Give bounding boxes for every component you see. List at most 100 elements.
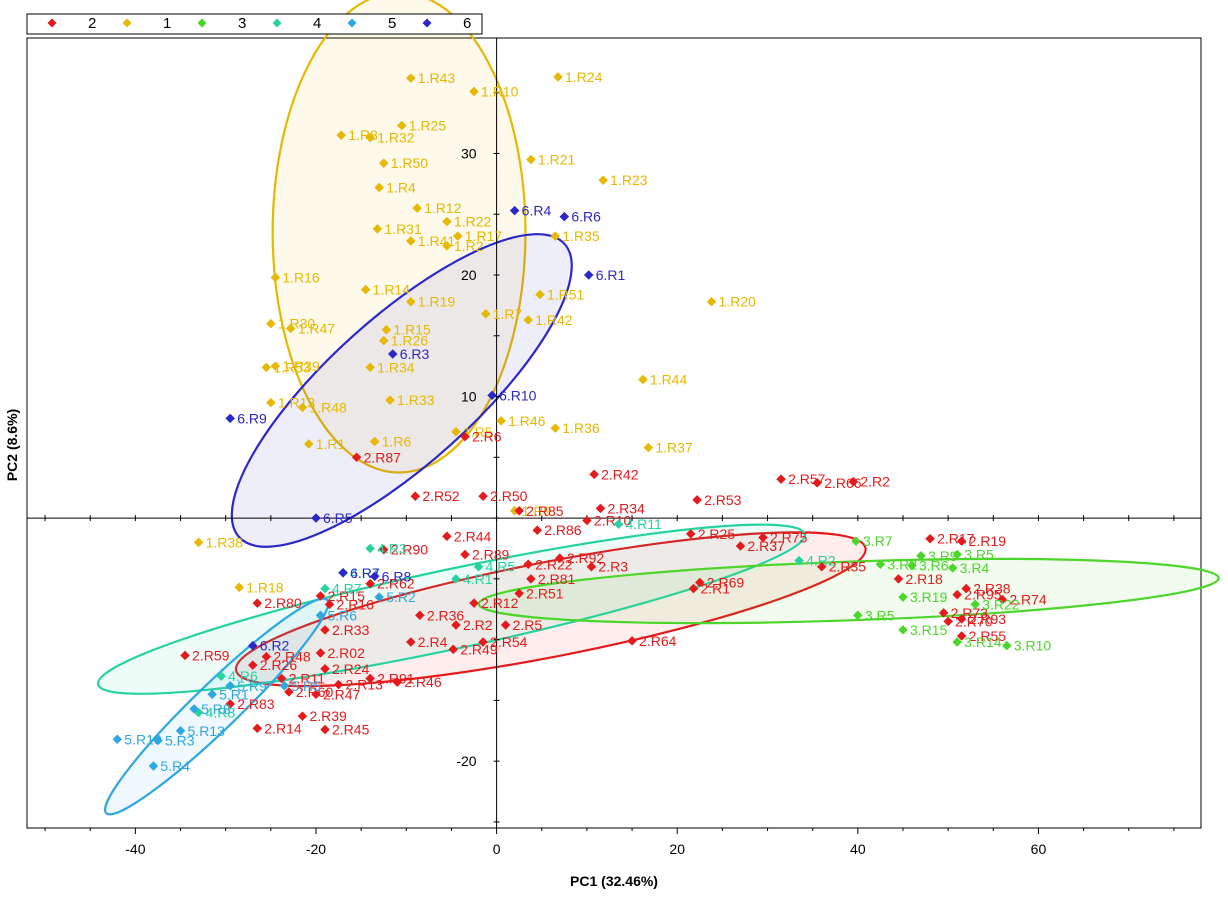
point-marker [442, 216, 452, 227]
point-label: 1.R37 [655, 440, 693, 456]
point-label: 1.R4 [386, 179, 416, 195]
point-label: 1.R47 [298, 320, 336, 336]
point-marker [938, 608, 949, 618]
point-marker [514, 588, 525, 599]
point-label: 5.R10 [124, 731, 162, 747]
point-label: 1.R50 [391, 155, 429, 171]
point-label: 5.R6 [328, 607, 358, 623]
y-axis-title: PC2 (8.6%) [4, 408, 20, 482]
point-marker [365, 543, 376, 554]
legend-label: 1 [163, 15, 171, 32]
point-label: 1.R19 [418, 294, 456, 310]
point-label: 1.R14 [373, 282, 411, 298]
point-marker [315, 591, 326, 601]
point-label: 2.R83 [237, 696, 275, 712]
point-marker [685, 529, 696, 539]
point-marker [189, 704, 199, 714]
point-label: 1.R35 [562, 228, 600, 244]
point-marker [706, 296, 717, 307]
point-label: 1.R39 [282, 358, 320, 374]
point-label: 4.R11 [626, 516, 663, 532]
point-marker [279, 680, 290, 691]
legend-box [26, 13, 483, 35]
point-label: 2.R48 [273, 649, 311, 665]
point-marker [311, 513, 321, 523]
point-marker [265, 397, 276, 408]
point-label: 1.R9 [522, 503, 552, 519]
point-label: 6.R9 [237, 410, 267, 426]
point-marker [175, 725, 186, 736]
point-marker [473, 561, 484, 572]
point-marker [153, 735, 163, 746]
point-marker [385, 395, 395, 406]
point-label: 5.R8 [201, 701, 231, 717]
point-label: 3.R6 [919, 557, 949, 573]
point-marker [451, 620, 461, 630]
point-marker [469, 598, 479, 609]
point-label: 5.R9 [237, 678, 267, 694]
point-label: 2.R34 [607, 500, 645, 516]
point-marker [365, 673, 376, 684]
point-label: 2.R53 [704, 492, 742, 508]
point-label: 2.R81 [538, 571, 576, 587]
point-marker [526, 573, 536, 584]
point-marker [598, 175, 609, 186]
point-marker [460, 549, 470, 560]
point-label: 2.R24 [332, 661, 370, 677]
point-label: 4.R2 [806, 553, 836, 569]
point-label: 2.R33 [332, 622, 370, 638]
point-marker [320, 724, 330, 735]
point-marker [392, 677, 403, 688]
point-marker [247, 660, 258, 670]
ellipse-group-5 [104, 597, 330, 816]
point-label: 2.R49 [460, 641, 498, 657]
plot-frame [26, 37, 1202, 829]
point-label: 2.R93 [969, 611, 1007, 627]
point-marker [381, 324, 392, 335]
point-marker [374, 182, 385, 193]
point-label: 2.R1 [700, 581, 730, 597]
point-marker [336, 130, 347, 141]
x-tick-label: 40 [850, 841, 866, 857]
point-label: 2.R15 [328, 588, 366, 604]
point-marker [688, 583, 699, 594]
point-marker [952, 549, 963, 560]
point-label: 2.R86 [544, 522, 582, 538]
point-label: 2.R80 [264, 595, 302, 611]
point-label: 2.R55 [969, 628, 1007, 644]
point-label: 1.R38 [206, 534, 244, 550]
point-label: 1.R17 [465, 228, 503, 244]
point-label: 6.R3 [400, 346, 430, 362]
point-marker [225, 699, 236, 709]
zero-axes [27, 38, 1201, 828]
point-marker [320, 663, 330, 674]
point-label: 3.R2 [887, 556, 917, 572]
x-tick-label: 0 [493, 841, 501, 857]
legend-label: 5 [388, 15, 396, 32]
point-marker [956, 614, 967, 624]
point-label: 2.R64 [639, 633, 677, 649]
point-marker [360, 284, 371, 295]
point-label: 2.R90 [391, 542, 429, 558]
legend-marker [347, 18, 357, 28]
point-marker [480, 309, 491, 319]
point-marker [559, 211, 570, 222]
point-marker [374, 592, 385, 602]
point-label: 1.R21 [538, 152, 576, 168]
point-marker [303, 439, 314, 449]
point-label: 2.R35 [829, 559, 867, 575]
point-marker [523, 315, 534, 325]
legend-label: 6 [463, 15, 471, 32]
point-marker [925, 533, 935, 544]
point-label: 2.R54 [490, 634, 528, 650]
point-marker [225, 413, 236, 424]
point-marker [532, 525, 543, 536]
point-marker [451, 573, 461, 584]
point-label: 2.R02 [328, 645, 366, 661]
point-label: 1.R16 [282, 269, 320, 285]
point-label: 3.R4 [960, 560, 990, 576]
legend: 2 1 3 4 5 6 [26, 13, 483, 35]
point-marker [369, 571, 380, 582]
legend-marker [47, 18, 57, 28]
point-marker [270, 272, 281, 283]
